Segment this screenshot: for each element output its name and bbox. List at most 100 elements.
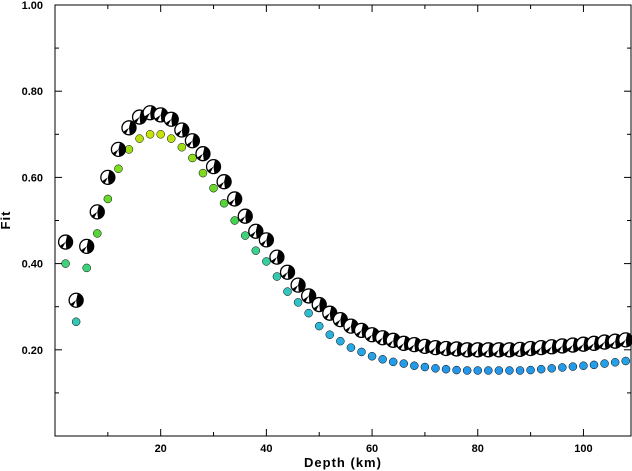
fit-dot [462, 366, 472, 375]
fit-dot [314, 321, 324, 331]
focal-mechanism-marker [332, 311, 349, 328]
focal-mechanism-marker [163, 111, 179, 127]
y-tick-label: 0.20 [22, 345, 43, 357]
fit-dot [188, 153, 197, 163]
focal-mechanism-marker [100, 169, 116, 186]
mechanism-outline [290, 277, 306, 293]
mechanism-quadrant [192, 133, 200, 148]
y-axis: 0.20 0.40 0.60 0.80 1.00 [22, 0, 631, 394]
mechanism-quadrant [118, 142, 126, 157]
fit-dot [145, 130, 155, 139]
fit-dot [304, 308, 313, 318]
fit-dot [167, 134, 176, 143]
fit-dot [103, 194, 113, 204]
fit-dot [515, 366, 525, 375]
fit-dot [357, 347, 366, 357]
fit-dot [579, 361, 588, 370]
focal-mechanism-marker [89, 204, 105, 220]
fit-dot [410, 361, 419, 370]
fit-dot [293, 298, 303, 307]
mechanism-quadrant [181, 123, 189, 137]
fit-dot [156, 130, 165, 139]
focal-mechanism-marker [618, 332, 632, 348]
focal-mechanism-marker [57, 234, 74, 250]
focal-mechanism-marker [311, 296, 327, 313]
fit-dot [251, 246, 261, 255]
mechanism-quadrant [171, 112, 179, 127]
mechanism-quadrant [76, 293, 84, 308]
fit-dot [621, 356, 630, 366]
mechanism-outline [79, 238, 95, 255]
fit-dot [71, 317, 81, 327]
fit-dot [135, 134, 144, 143]
fit-dot [589, 360, 599, 370]
mechanism-outline [89, 204, 105, 220]
focal-mechanism-marker [184, 133, 201, 149]
mechanism-outline [311, 296, 327, 313]
focal-mechanism-marker [269, 249, 285, 265]
mechanism-quadrant [276, 250, 284, 265]
fit-dot [61, 259, 70, 268]
x-axis: 20 40 60 80 100 [107, 5, 593, 455]
fit-dot [209, 183, 218, 193]
mechanism-outline [110, 141, 127, 158]
fit-dot [526, 365, 535, 375]
x-tick-label: 40 [260, 443, 272, 455]
fit-dot [494, 366, 504, 375]
fit-dot [610, 358, 620, 367]
fit-dot [600, 359, 609, 368]
y-tick-label: 0.60 [22, 172, 43, 184]
fit-dot-series [61, 130, 630, 375]
fit-dot [262, 257, 271, 266]
mechanism-quadrant [298, 278, 306, 293]
mechanism-outline [195, 146, 211, 162]
focal-mechanism-marker [258, 232, 275, 248]
fit-dot [378, 355, 387, 364]
focal-mechanism-marker [237, 208, 253, 224]
fit-dot [431, 364, 440, 373]
mechanism-outline [618, 332, 632, 348]
mechanism-outline [279, 264, 296, 280]
fit-dot [558, 363, 567, 372]
fit-dot [547, 364, 556, 373]
fit-dot [82, 263, 91, 273]
fit-dot [568, 362, 578, 371]
fit-dot [325, 330, 335, 339]
mechanism-outline [184, 133, 201, 149]
mechanism-quadrant [266, 233, 274, 247]
fit-dot [283, 287, 292, 296]
mechanism-outline [301, 288, 317, 304]
focal-mechanism-marker [195, 146, 211, 162]
mechanism-outline [248, 223, 264, 239]
mechanism-outline [174, 122, 190, 138]
focal-mechanism-marker [121, 120, 137, 136]
mechanism-quadrant [86, 239, 94, 254]
focal-mechanism-marker [322, 305, 338, 321]
fit-dot [114, 164, 123, 174]
mechanism-outline [269, 249, 285, 265]
x-tick-label: 80 [472, 443, 484, 455]
fit-dot [536, 364, 546, 374]
mechanism-quadrant [287, 265, 295, 280]
mechanism-quadrant [245, 209, 253, 224]
mechanism-outline [68, 292, 84, 308]
fit-dot [124, 145, 134, 154]
fit-dot [240, 231, 250, 240]
focal-mechanism-marker [480, 342, 496, 358]
x-tick-label: 100 [574, 443, 592, 455]
fit-dot [367, 352, 377, 361]
mechanism-quadrant [97, 205, 105, 219]
mechanism-outline [57, 234, 74, 250]
fit-dot [177, 142, 187, 152]
mechanism-outline [121, 120, 137, 136]
focal-mechanism-marker [216, 174, 232, 190]
mechanism-quadrant [625, 333, 632, 347]
mechanism-outline [258, 232, 275, 248]
x-tick-label: 60 [366, 443, 378, 455]
y-tick-label: 0.80 [22, 86, 43, 98]
y-tick-label: 1.00 [22, 0, 43, 12]
focal-mechanism-marker [227, 191, 243, 207]
fit-dot [198, 168, 208, 178]
mechanism-quadrant [213, 159, 221, 174]
y-tick-label: 0.40 [22, 259, 43, 271]
